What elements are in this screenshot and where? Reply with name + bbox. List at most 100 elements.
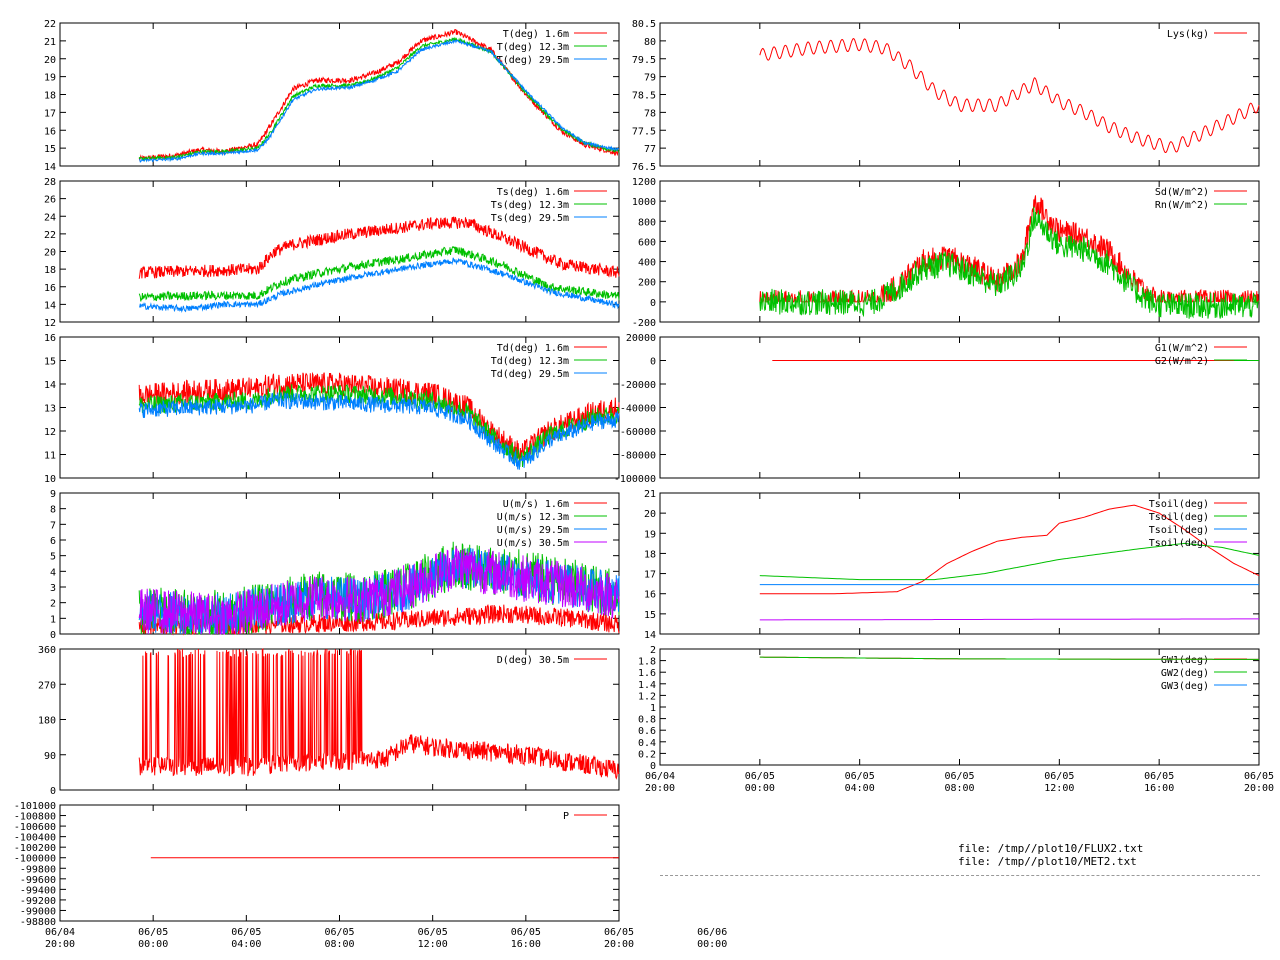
series-line: [139, 257, 620, 313]
y-tick-label: 1200: [632, 177, 656, 188]
series-line: [759, 206, 1260, 319]
legend-label: T(deg) 1.6m: [503, 29, 569, 40]
x-tick-label: 20:00: [1244, 783, 1274, 794]
x-tick-label: 04:00: [231, 939, 261, 950]
legend-label: Td(deg) 29.5m: [491, 369, 569, 380]
y-tick-label: 26: [44, 195, 56, 206]
y-tick-label: 21: [44, 37, 56, 48]
x-tick-label: 12:00: [418, 939, 448, 950]
y-tick-label: 0: [650, 298, 656, 309]
y-tick-label: 0.2: [638, 749, 656, 760]
series-line: [759, 504, 1260, 595]
y-tick-label: 19: [44, 73, 56, 84]
y-tick-label: 11: [44, 451, 56, 462]
y-tick-label: 0.8: [638, 715, 656, 726]
y-tick-label: 14: [44, 162, 56, 173]
y-tick-label: 22: [44, 19, 56, 30]
y-tick-label: 78.5: [632, 91, 656, 102]
series-line: [759, 38, 1260, 153]
x-tick-label: 06/05: [511, 927, 541, 938]
y-tick-label: 80: [644, 37, 656, 48]
y-tick-label: 80.5: [632, 19, 656, 30]
legend-label: Lys(kg): [1167, 29, 1209, 40]
y-tick-label: 10: [44, 474, 56, 485]
legend-label: GW1(deg): [1161, 655, 1209, 666]
x-tick-label: 06/06: [697, 927, 727, 938]
x-tick-label: 04:00: [845, 783, 875, 794]
y-tick-label: 20: [44, 248, 56, 259]
legend-label: Ts(deg) 1.6m: [497, 187, 569, 198]
file-list: file: /tmp//plot10/FLUX2.txt file: /tmp/…: [958, 842, 1143, 868]
y-tick-label: 18: [44, 91, 56, 102]
y-tick-label: 19: [644, 529, 656, 540]
y-tick-label: 1.8: [638, 657, 656, 668]
y-tick-label: 77.5: [632, 126, 656, 137]
y-tick-label: 200: [638, 278, 656, 289]
legend-label: Ts(deg) 29.5m: [491, 213, 569, 224]
x-tick-label: 20:00: [45, 939, 75, 950]
y-tick-label: 270: [38, 680, 56, 691]
series-line: [138, 246, 620, 302]
y-tick-label: 1: [650, 703, 656, 714]
x-tick-label: 16:00: [511, 939, 541, 950]
x-tick-label: 16:00: [1144, 783, 1174, 794]
y-tick-label: 0.4: [638, 738, 656, 749]
y-tick-label: -100200: [14, 843, 56, 854]
y-tick-label: 17: [644, 570, 656, 581]
y-tick-label: 14: [644, 630, 656, 641]
y-tick-label: -80000: [620, 451, 656, 462]
y-tick-label: 9: [50, 489, 56, 500]
series-line: [138, 216, 620, 279]
y-tick-label: 0: [50, 630, 56, 641]
legend-label: GW2(deg): [1161, 668, 1209, 679]
y-tick-label: -100400: [14, 833, 56, 844]
legend-label: GW3(deg): [1161, 681, 1209, 692]
y-tick-label: 21: [644, 489, 656, 500]
y-tick-label: 28: [44, 177, 56, 188]
y-tick-label: 7: [50, 520, 56, 531]
legend-label: Tsoil(deg): [1149, 538, 1209, 549]
y-tick-label: 4: [50, 567, 56, 578]
legend-label: U(m/s) 1.6m: [503, 499, 569, 510]
y-tick-label: 12: [44, 318, 56, 329]
x-tick-label: 20:00: [645, 783, 675, 794]
legend-label: U(m/s) 30.5m: [497, 538, 569, 549]
y-tick-label: 90: [44, 751, 56, 762]
x-tick-label: 06/05: [1144, 771, 1174, 782]
x-tick-label: 06/05: [604, 927, 634, 938]
y-tick-label: 79: [644, 73, 656, 84]
y-tick-label: 3: [50, 583, 56, 594]
y-tick-label: 14: [44, 300, 56, 311]
y-tick-label: -60000: [620, 427, 656, 438]
y-tick-label: 15: [44, 357, 56, 368]
x-tick-label: 08:00: [324, 939, 354, 950]
legend-label: Tsoil(deg): [1149, 512, 1209, 523]
file-path-1: file: /tmp//plot10/FLUX2.txt: [958, 842, 1144, 855]
y-tick-label: 1: [50, 614, 56, 625]
legend-label: U(m/s) 12.3m: [497, 512, 569, 523]
y-tick-label: 0: [650, 357, 656, 368]
legend-label: Tsoil(deg): [1149, 499, 1209, 510]
y-tick-label: 15: [644, 610, 656, 621]
series-line: [759, 656, 1259, 660]
x-tick-label: 06/05: [231, 927, 261, 938]
y-tick-label: 12: [44, 427, 56, 438]
x-tick-label: 06/04: [45, 927, 75, 938]
y-tick-label: -100000: [14, 854, 56, 865]
y-tick-label: -200: [632, 318, 656, 329]
y-tick-label: -99400: [20, 885, 56, 896]
panel-frame: [59, 804, 620, 922]
y-tick-label: 400: [638, 258, 656, 269]
y-tick-label: 20: [44, 55, 56, 66]
y-tick-label: 0.6: [638, 726, 656, 737]
x-tick-label: 08:00: [944, 783, 974, 794]
y-tick-label: 2: [50, 599, 56, 610]
series-line: [139, 38, 619, 163]
y-tick-label: 17: [44, 108, 56, 119]
legend-label: Rn(W/m^2): [1155, 200, 1209, 211]
y-tick-label: 79.5: [632, 55, 656, 66]
y-tick-label: 16: [644, 590, 656, 601]
y-tick-label: 6: [50, 536, 56, 547]
y-tick-label: 13: [44, 404, 56, 415]
